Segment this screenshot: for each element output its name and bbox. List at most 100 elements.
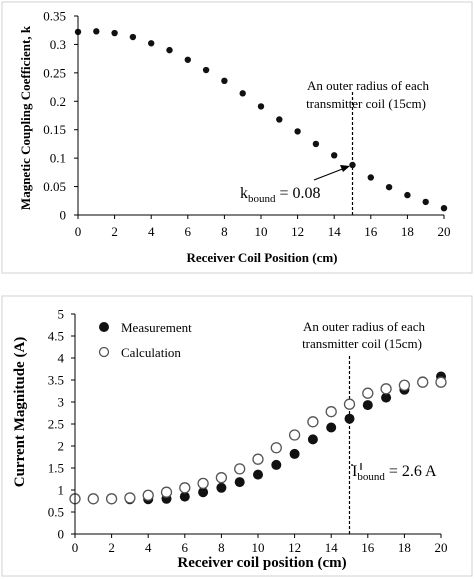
chart1-series-0-point [422, 198, 429, 206]
chart1-series-0-point [440, 204, 448, 212]
chart1-x-tick-label: 8 [221, 224, 228, 239]
chart2-measurement-point [307, 434, 318, 445]
chart2-calculation-point [325, 406, 337, 418]
chart1-bound-label-sub: bound [248, 193, 276, 205]
chart1-y-tick-label: 0.35 [43, 9, 66, 24]
chart2-measurement-point [289, 448, 300, 459]
chart2-measurement-point [381, 392, 392, 403]
chart2-y-tick-label: 4.5 [48, 329, 64, 344]
chart2-x-tick-label: 0 [72, 540, 79, 555]
chart2-x-tick-label: 10 [252, 540, 265, 555]
legend-measurement-marker [99, 322, 109, 332]
chart1-arrow-head [340, 165, 350, 172]
chart1-series-0-point [404, 191, 411, 199]
chart2-measurement-point [362, 400, 373, 411]
chart1-y-tick-label: 0 [60, 208, 67, 223]
chart1-x-axis-label: Receiver Coil Position (cm) [186, 250, 337, 265]
chart1-series-0-point [239, 90, 246, 97]
chart2-y-tick-label: 5 [58, 307, 65, 322]
chart1-series-0-point [93, 28, 100, 35]
chart1-series-0-point [294, 128, 301, 135]
chart2-calculation-point [234, 463, 246, 475]
chart1-radius-note-line1: An outer radius of each [307, 78, 430, 93]
chart2-y-tick-label: 4 [58, 351, 65, 366]
chart2-measurement-point [326, 422, 337, 433]
chart2-bound-label-value: = 2.6 A [385, 463, 437, 480]
legend-calculation-marker [98, 346, 110, 358]
chart2-x-tick-label: 18 [398, 540, 411, 555]
chart1-series-0-point [166, 46, 173, 54]
chart2-frame [1, 295, 473, 577]
chart1-y-tick-label: 0.1 [50, 151, 66, 166]
chart1-frame [1, 1, 473, 274]
chart2-y-tick-label: 2.5 [48, 417, 64, 432]
chart2-calculation-point [417, 376, 429, 388]
chart1-bound-label-value: = 0.08 [276, 185, 321, 202]
chart2-y-tick-label: 1.5 [48, 461, 64, 476]
chart1-x-tick-label: 18 [401, 224, 414, 239]
coupling-coefficient-chart: 0 2 4 6 8 10 12 14 16 18 20 0 0.05 0.1 0.15 0.2 0.25 0.3 0… [1, 1, 473, 274]
chart2-y-tick-label: 3 [58, 395, 65, 410]
chart1-y-axis-label: Magnetic Coupling Coefficient, k [18, 25, 33, 210]
chart1-series-0-point [276, 116, 283, 123]
chart2-measurement-point [344, 413, 355, 424]
current-magnitude-chart: 0 2 4 6 8 10 12 14 16 18 20 0 0.5 1 1.5 2 2.5 3 3.5 4 4.5 5 C… [1, 295, 473, 577]
legend-calculation-label: Calculation [121, 345, 181, 360]
chart1-y-tick-label: 0.3 [50, 37, 66, 52]
chart2-x-axis-label: Receiver coil position (cm) [177, 555, 346, 571]
chart1-series-0-point [349, 161, 356, 169]
chart2-x-tick-label: 14 [325, 540, 339, 555]
chart2-calculation-point [343, 398, 356, 410]
chart2-y-tick-label: 0.5 [48, 505, 64, 520]
chart2-bound-label: Ibound = 2.6 A [352, 463, 437, 483]
chart2-calculation-point [307, 416, 319, 428]
chart1-x-tick-label: 4 [148, 224, 155, 239]
chart2-x-tick-label: 20 [435, 540, 448, 555]
chart1-series-0-point [331, 152, 338, 159]
chart2-x-tick-label: 16 [361, 540, 375, 555]
chart1-series-0-point [184, 56, 191, 63]
chart2-measurement-point [198, 487, 209, 498]
chart1-x-tick-label: 10 [255, 224, 268, 239]
chart2-calculation-point [252, 453, 264, 465]
chart1-x-tick-label: 6 [185, 224, 192, 239]
chart2-bound-label-prefix: I [352, 463, 357, 480]
chart1-series-0-point [367, 174, 374, 181]
chart1-series-0-point [129, 33, 137, 41]
chart2-calculation-point [288, 429, 301, 441]
chart2-y-tick-label: 2 [58, 439, 65, 454]
chart2-calculation-point [179, 482, 191, 494]
chart1-y-tick-label: 0.15 [43, 122, 66, 137]
chart2-radius-note-line1: An outer radius of each [303, 319, 426, 334]
chart1-bound-label-prefix: k [240, 185, 248, 202]
chart2-y-tick-label: 0 [58, 527, 65, 542]
chart2-measurement-point [216, 482, 227, 493]
chart2-x-tick-label: 8 [218, 540, 225, 555]
chart2-y-axis-label: Current Magnitude (A) [12, 337, 28, 488]
chart1-series-0-point [202, 66, 210, 74]
chart1-series-0-point [385, 183, 393, 191]
chart2-calculation-point [270, 442, 282, 454]
chart1-series-0-point [312, 140, 320, 148]
chart2-measurement-point [271, 459, 282, 470]
chart2-y-tick-label: 1 [58, 483, 65, 498]
chart2-bound-label-sub: bound [357, 471, 385, 483]
chart2-calculation-point [160, 486, 173, 498]
chart1-x-tick-label: 14 [328, 224, 342, 239]
chart1-x-tick-label: 0 [75, 224, 82, 239]
chart1-series-0-point [221, 77, 228, 85]
chart2-calculation-point [435, 376, 447, 388]
chart1-x-tick-label: 16 [364, 224, 378, 239]
chart2-calculation-point [215, 472, 228, 484]
chart2-x-tick-label: 6 [182, 540, 189, 555]
chart2-calculation-point [87, 493, 99, 505]
chart2-calculation-point [398, 379, 411, 391]
legend-measurement-label: Measurement [121, 320, 192, 335]
chart2-measurement-point [234, 477, 245, 488]
chart1-series-0-point [257, 103, 265, 110]
chart1-bound-label: kbound = 0.08 [240, 185, 321, 205]
chart2-calculation-point [124, 492, 136, 504]
chart1-y-tick-label: 0.05 [43, 179, 66, 194]
chart2-measurement-point [253, 469, 263, 480]
